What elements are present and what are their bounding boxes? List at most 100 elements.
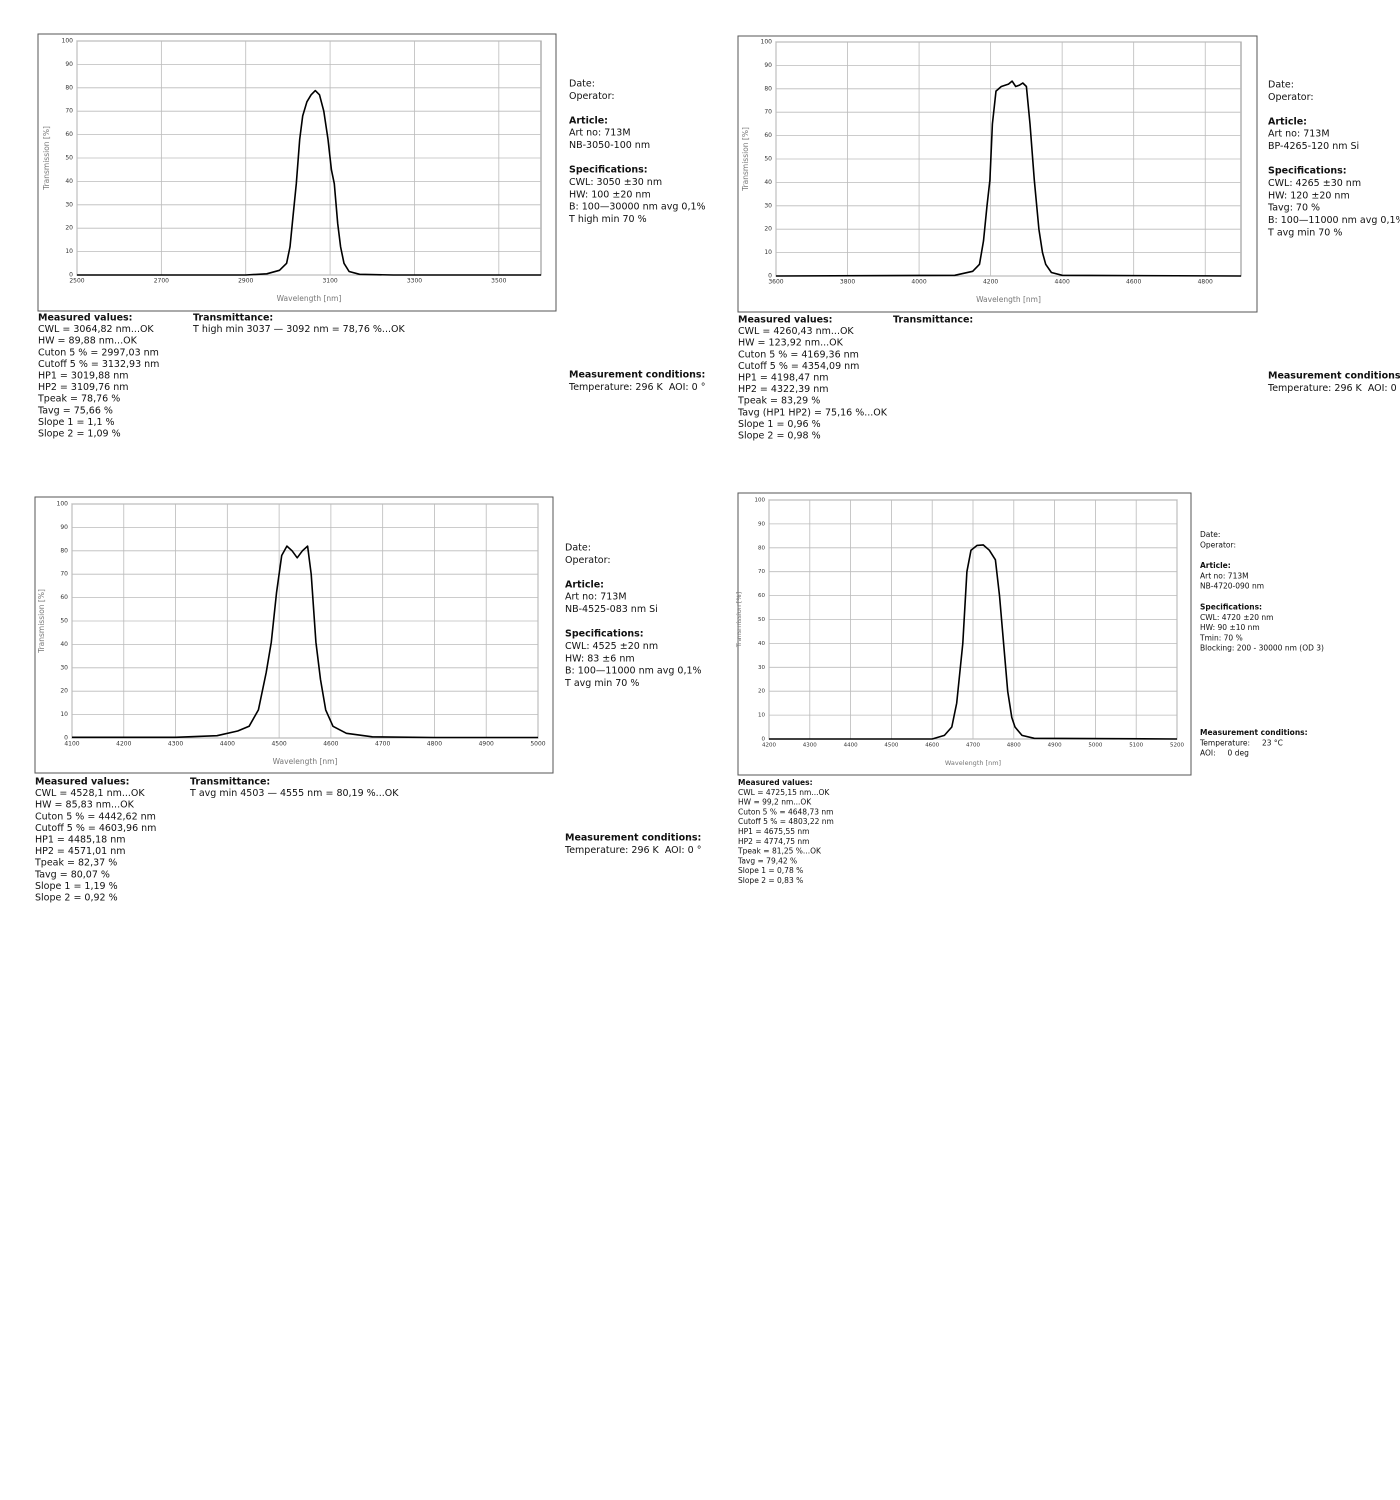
measured-line: HW = 85,83 nm...OK xyxy=(35,800,135,811)
spec-line: B: 100—11000 nm avg 0,1% xyxy=(1268,215,1400,226)
transmission-curve xyxy=(77,89,541,276)
y-tick-label: 70 xyxy=(65,108,73,115)
section-title: Measured values: xyxy=(738,315,832,326)
x-tick-label: 4300 xyxy=(803,743,817,749)
measured-line: Tpeak = 81,25 %...OK xyxy=(737,847,822,856)
condition-line: Temperature: 23 °C xyxy=(1199,738,1283,747)
x-tick-label: 4600 xyxy=(925,743,939,749)
x-tick-label: 4800 xyxy=(1198,279,1213,286)
article-line: NB-3050-100 nm xyxy=(569,140,650,151)
spec-line: T high min 70 % xyxy=(568,214,647,225)
y-tick-label: 40 xyxy=(758,641,765,647)
y-tick-label: 30 xyxy=(758,665,765,671)
spec-line: HW: 83 ±6 nm xyxy=(565,653,635,664)
x-tick-label: 4200 xyxy=(983,279,998,286)
measured-line: CWL = 4260,43 nm...OK xyxy=(738,326,854,337)
y-tick-label: 90 xyxy=(764,62,772,69)
measured-line: HP2 = 3109,76 nm xyxy=(38,382,129,393)
x-tick-label: 4700 xyxy=(375,741,390,748)
spec-line: HW: 100 ±20 nm xyxy=(569,189,651,200)
y-tick-label: 50 xyxy=(65,155,73,162)
chart-frame xyxy=(737,35,1258,313)
header-line: Date: xyxy=(565,543,591,554)
x-tick-label: 4900 xyxy=(1048,743,1062,749)
x-tick-label: 4500 xyxy=(271,741,286,748)
y-tick-label: 50 xyxy=(764,156,772,163)
y-tick-label: 0 xyxy=(762,737,766,743)
x-tick-label: 4800 xyxy=(1007,743,1021,749)
header-line: Date: xyxy=(1200,530,1220,539)
measured-line: Slope 1 = 0,96 % xyxy=(738,419,821,430)
header-line: Operator: xyxy=(569,91,615,102)
section-title: Measurement conditions: xyxy=(1268,371,1400,382)
measured-line: Slope 1 = 0,78 % xyxy=(738,866,803,875)
condition-line: Temperature: 296 K AOI: 0 ° xyxy=(1267,383,1400,394)
measured-line: Tpeak = 78,76 % xyxy=(37,394,120,405)
spec-line: Tavg: 70 % xyxy=(1267,203,1320,214)
measured-line: Slope 2 = 0,83 % xyxy=(738,876,803,885)
header-line: Operator: xyxy=(565,555,611,566)
x-tick-label: 5000 xyxy=(1088,743,1102,749)
measured-line: Tpeak = 82,37 % xyxy=(34,858,117,869)
x-axis-title: Wavelength [nm] xyxy=(976,295,1041,304)
measured-line: HP1 = 3019,88 nm xyxy=(38,371,129,382)
x-tick-label: 3100 xyxy=(322,278,337,285)
section-title: Transmittance: xyxy=(893,315,973,326)
spec-line: HW: 120 ±20 nm xyxy=(1268,190,1350,201)
article-line: NB-4720-090 nm xyxy=(1200,582,1264,591)
chart-frame xyxy=(37,33,557,312)
x-tick-label: 4200 xyxy=(762,743,776,749)
y-tick-label: 60 xyxy=(758,593,765,599)
section-title: Measurement conditions: xyxy=(1200,728,1308,737)
measured-line: Cutoff 5 % = 4354,09 nm xyxy=(738,361,859,372)
spec-line: CWL: 4525 ±20 nm xyxy=(565,641,658,652)
y-tick-label: 70 xyxy=(758,569,765,575)
measured-line: CWL = 4528,1 nm...OK xyxy=(35,788,145,799)
y-tick-label: 40 xyxy=(764,179,772,186)
x-tick-label: 4600 xyxy=(1126,279,1141,286)
section-title: Measurement conditions: xyxy=(569,370,705,381)
article-line: Art no: 713M xyxy=(565,592,627,603)
measured-line: Slope 1 = 1,1 % xyxy=(38,417,115,428)
measured-line: HW = 123,92 nm...OK xyxy=(738,338,844,349)
x-tick-label: 3300 xyxy=(407,278,422,285)
measured-line: HW = 89,88 nm...OK xyxy=(38,336,138,347)
x-tick-label: 4400 xyxy=(1055,279,1070,286)
measured-line: Slope 2 = 0,98 % xyxy=(738,431,821,442)
measured-line: Tavg = 80,07 % xyxy=(34,869,110,880)
y-axis-title: Transmission [%] xyxy=(42,126,51,191)
y-tick-label: 100 xyxy=(761,39,773,46)
section-title: Article: xyxy=(569,115,608,126)
section-title: Article: xyxy=(1268,116,1307,127)
measured-line: CWL = 4725,15 nm...OK xyxy=(738,788,830,797)
measured-line: HP1 = 4198,47 nm xyxy=(738,373,829,384)
x-tick-label: 4200 xyxy=(116,741,131,748)
y-tick-label: 100 xyxy=(62,38,74,45)
y-axis-title: Transmission [%] xyxy=(37,589,46,654)
y-tick-label: 80 xyxy=(65,84,73,91)
y-tick-label: 70 xyxy=(60,571,68,578)
measured-line: Cuton 5 % = 4648,73 nm xyxy=(738,807,833,816)
article-line: Art no: 713M xyxy=(569,128,631,139)
x-tick-label: 4700 xyxy=(966,743,980,749)
measured-line: Cutoff 5 % = 4603,96 nm xyxy=(35,823,156,834)
y-tick-label: 40 xyxy=(60,641,68,648)
section-title: Transmittance: xyxy=(193,313,273,324)
section-title: Measured values: xyxy=(38,313,132,324)
y-tick-label: 50 xyxy=(60,618,68,625)
chart-frame xyxy=(34,496,554,774)
x-tick-label: 4500 xyxy=(884,743,898,749)
article-line: BP-4265-120 nm Si xyxy=(1268,141,1359,152)
section-title: Article: xyxy=(1200,561,1231,570)
y-tick-label: 0 xyxy=(768,273,772,280)
header-line: Operator: xyxy=(1200,540,1236,549)
measured-line: Tavg (HP1 HP2) = 75,16 %...OK xyxy=(737,407,888,418)
measured-line: Tavg = 75,66 % xyxy=(37,405,113,416)
measured-line: HP2 = 4322,39 nm xyxy=(738,384,829,395)
x-axis-title: Wavelength [nm] xyxy=(273,757,338,766)
y-tick-label: 0 xyxy=(64,735,68,742)
condition-line: AOI: 0 deg xyxy=(1200,749,1249,758)
header-line: Date: xyxy=(1268,80,1294,91)
y-tick-label: 40 xyxy=(65,178,73,185)
